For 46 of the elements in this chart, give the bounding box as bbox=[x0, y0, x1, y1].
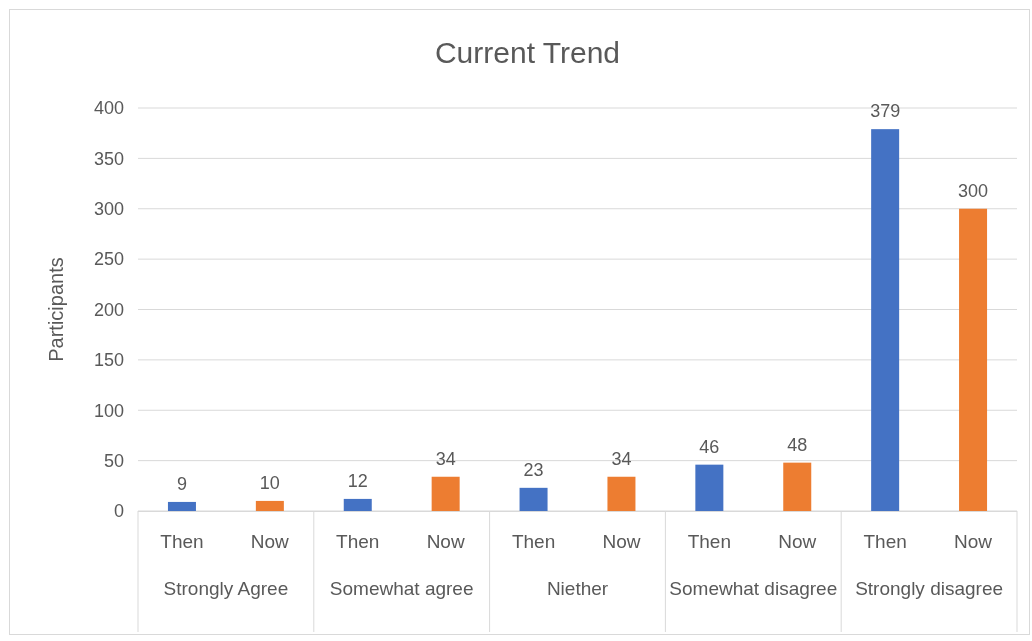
x-tick-label: Strongly disagree bbox=[855, 578, 1004, 599]
bar bbox=[255, 500, 284, 511]
bar bbox=[695, 464, 724, 511]
bar bbox=[167, 501, 196, 511]
bar bbox=[607, 476, 636, 511]
bar bbox=[959, 208, 988, 511]
text: Now bbox=[426, 531, 465, 552]
text: Then bbox=[687, 531, 732, 552]
y-tick-label: 150 bbox=[93, 350, 124, 371]
text: Now bbox=[602, 531, 641, 552]
x-tick-label: Somewhat agree bbox=[329, 578, 474, 599]
x-tick-label: Niether bbox=[546, 578, 609, 599]
bar bbox=[519, 487, 548, 511]
data-label: 9 bbox=[176, 473, 187, 494]
series-label: Then bbox=[511, 531, 556, 552]
text: Now bbox=[778, 531, 817, 552]
y-tick-label: 100 bbox=[93, 400, 124, 421]
y-axis-title: Participants bbox=[45, 257, 67, 362]
y-tick-label: 50 bbox=[103, 450, 124, 471]
bar bbox=[783, 462, 812, 511]
y-tick-label: 400 bbox=[93, 98, 124, 119]
chart-title: Current Trend bbox=[434, 36, 621, 69]
x-tick-label: Somewhat disagree bbox=[669, 578, 838, 599]
text: Then bbox=[160, 531, 204, 552]
data-label: 34 bbox=[611, 448, 632, 469]
text: Then bbox=[336, 531, 380, 552]
y-tick-label: 200 bbox=[93, 299, 124, 320]
data-label: 12 bbox=[347, 470, 368, 491]
data-label: 34 bbox=[435, 448, 456, 469]
data-label: 48 bbox=[787, 434, 808, 455]
bar bbox=[343, 498, 372, 511]
data-label: 379 bbox=[870, 101, 901, 122]
text: Now bbox=[954, 531, 993, 552]
data-label: 46 bbox=[699, 436, 720, 457]
y-tick-label: 300 bbox=[93, 199, 124, 220]
text: Then bbox=[863, 531, 907, 552]
data-label: 23 bbox=[523, 459, 544, 480]
x-tick-label: Strongly Agree bbox=[163, 578, 289, 599]
y-tick-label: 250 bbox=[93, 249, 124, 270]
y-tick-label: 0 bbox=[113, 501, 124, 522]
y-tick-label: 350 bbox=[93, 148, 124, 169]
bar bbox=[871, 129, 900, 511]
data-label: 10 bbox=[259, 472, 280, 493]
series-label: Now bbox=[250, 531, 290, 552]
bar bbox=[431, 476, 460, 511]
data-label: 300 bbox=[958, 180, 989, 201]
